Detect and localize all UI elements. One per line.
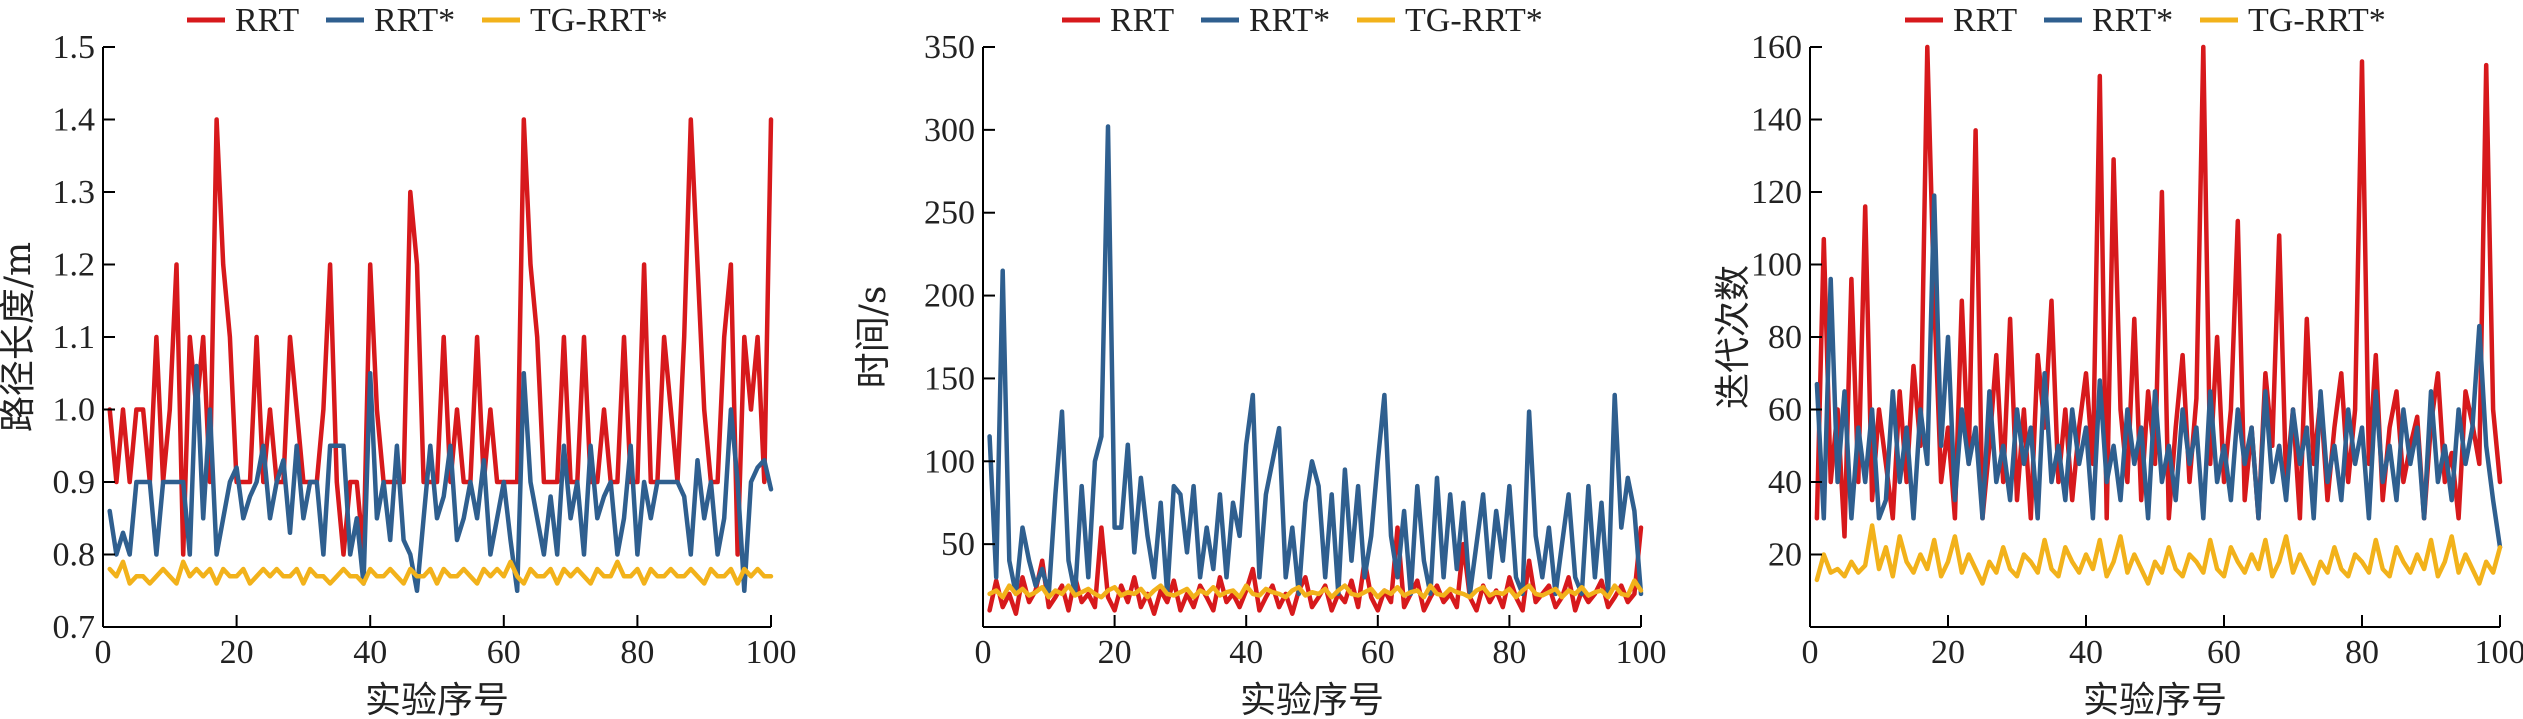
y-axis-label: 迭代次数: [1713, 265, 1754, 409]
series-line-tg-rrt-: [107, 559, 774, 586]
y-tick-label: 300: [924, 112, 975, 149]
y-tick-label: 40: [1768, 464, 1802, 501]
y-tick-label: 1.5: [53, 29, 96, 66]
chart-panel-2: 50 100 150 200 250 300 350 0 20 40 60 80 100 实验序号 时间/s…: [853, 2, 1667, 719]
x-tick-label: 60: [487, 634, 521, 671]
y-tick-label: 1.1: [53, 319, 96, 356]
y-tick-label: 200: [924, 278, 975, 315]
y-tick-label: 100: [924, 443, 975, 480]
x-axis-label: 实验序号: [2083, 680, 2227, 719]
x-tick-label: 100: [746, 634, 797, 671]
x-tick-label: 40: [353, 634, 387, 671]
series-line-tg-rrt-: [1814, 523, 2503, 586]
legend-label: RRT: [1110, 2, 1174, 39]
legend-label: RRT*: [1249, 2, 1330, 39]
x-tick-label: 100: [2475, 634, 2523, 671]
legend-label: TG-RRT*: [1405, 2, 1543, 39]
series-line-rrt-: [107, 363, 774, 594]
legend: RRT RRT* TG-RRT*: [187, 2, 668, 39]
y-axis-label: 路径长度/m: [0, 242, 39, 432]
y-tick-label: 0.8: [53, 537, 96, 574]
legend: RRT RRT* TG-RRT*: [1062, 2, 1543, 39]
y-tick-label: 1.3: [53, 174, 96, 211]
y-tick-label: 100: [1751, 247, 1802, 284]
x-tick-label: 20: [1931, 634, 1965, 671]
chart-panel-3: 20 40 60 80 100 120 140 160 0 20 40 60 80 100 实验序号 迭代次数…: [1713, 2, 2523, 719]
x-tick-label: 80: [1492, 634, 1526, 671]
y-tick-label: 160: [1751, 29, 1802, 66]
y-tick-label: 150: [924, 360, 975, 397]
x-tick-label: 80: [2345, 634, 2379, 671]
legend-label: TG-RRT*: [2248, 2, 2386, 39]
series-line-rrt-: [987, 124, 1644, 597]
x-tick-label: 0: [95, 634, 112, 671]
y-tick-label: 0.7: [53, 609, 96, 646]
x-tick-label: 0: [975, 634, 992, 671]
chart-panel-1: 0.7 0.8 0.9 1.0 1.1 1.2 1.3 1.4 1.5 0 20 40 60 80 100 实…: [0, 2, 797, 719]
y-tick-label: 80: [1768, 319, 1802, 356]
y-tick-label: 120: [1751, 174, 1802, 211]
y-tick-label: 1.4: [53, 102, 96, 139]
legend-label: RRT*: [2092, 2, 2173, 39]
legend-label: TG-RRT*: [530, 2, 668, 39]
x-tick-label: 40: [2069, 634, 2103, 671]
y-tick-label: 1.2: [53, 247, 96, 284]
legend: RRT RRT* TG-RRT*: [1905, 2, 2386, 39]
y-tick-label: 60: [1768, 392, 1802, 429]
x-tick-label: 60: [2207, 634, 2241, 671]
x-axis-label: 实验序号: [1240, 680, 1384, 719]
x-tick-label: 100: [1616, 634, 1667, 671]
y-tick-label: 250: [924, 195, 975, 232]
x-tick-label: 20: [1098, 634, 1132, 671]
x-tick-label: 60: [1361, 634, 1395, 671]
series-line-rrt: [107, 117, 774, 557]
x-tick-label: 40: [1229, 634, 1263, 671]
y-tick-label: 50: [941, 526, 975, 563]
y-tick-label: 350: [924, 29, 975, 66]
x-tick-label: 80: [620, 634, 654, 671]
y-tick-label: 20: [1768, 537, 1802, 574]
x-tick-label: 0: [1802, 634, 1819, 671]
series-line-rrt: [987, 525, 1644, 616]
y-axis-label: 时间/s: [853, 286, 894, 389]
x-axis-label: 实验序号: [365, 680, 509, 719]
legend-label: RRT: [1953, 2, 2017, 39]
y-tick-label: 1.0: [53, 392, 96, 429]
y-tick-label: 0.9: [53, 464, 96, 501]
series-line-tg-rrt-: [987, 578, 1644, 600]
series-line-rrt-: [1814, 193, 2503, 550]
y-tick-label: 140: [1751, 102, 1802, 139]
legend-label: RRT*: [374, 2, 455, 39]
legend-label: RRT: [235, 2, 299, 39]
x-tick-label: 20: [220, 634, 254, 671]
